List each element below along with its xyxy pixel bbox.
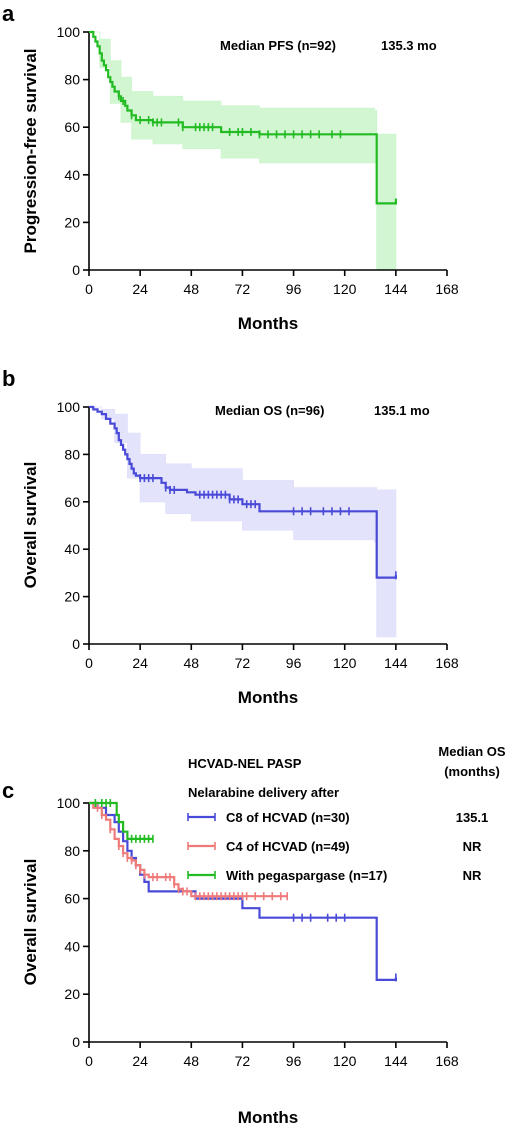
km-curve-c-0 [89, 801, 397, 981]
y-tick-label-b: 40 [64, 541, 80, 557]
x-tick-label-c: 168 [435, 1053, 459, 1069]
x-tick-label-b: 72 [235, 655, 251, 671]
panel-letter-b: b [2, 366, 15, 391]
x-tick-label-a: 168 [435, 281, 459, 297]
annotation-label-a: Median PFS (n=92) [220, 38, 336, 53]
x-tick-label-a: 96 [286, 281, 302, 297]
x-tick-label-b: 96 [286, 655, 302, 671]
legend-median-value: NR [463, 868, 482, 883]
annotation-label-b: Median OS (n=96) [215, 403, 324, 418]
y-tick-label-a: 100 [57, 24, 81, 40]
x-axis-title-c: Months [238, 1108, 298, 1127]
y-tick-label-c: 20 [64, 986, 80, 1002]
ci-band-a [89, 31, 397, 271]
km-curve-b-0 [89, 405, 397, 579]
y-tick-label-b: 100 [57, 399, 81, 415]
km-curves-a [89, 30, 397, 205]
legend-c: C8 of HCVAD (n=30) 135.1 C4 of HCVAD (n=49… [187, 810, 489, 883]
ci-band-b [89, 406, 397, 638]
y-tick-label-c: 40 [64, 938, 80, 954]
x-tick-label-b: 168 [435, 655, 459, 671]
y-tick-label-b: 20 [64, 589, 80, 605]
x-tick-label-b: 144 [384, 655, 408, 671]
panel-letter-c: c [2, 778, 14, 803]
panel-a-pfs: a Progression-free survival Months Media… [2, 1, 459, 333]
x-tick-label-a: 120 [333, 281, 357, 297]
x-tick-label-a: 48 [183, 281, 199, 297]
x-tick-label-a: 0 [85, 281, 93, 297]
y-tick-label-c: 60 [64, 891, 80, 907]
y-tick-label-b: 0 [72, 636, 80, 652]
y-tick-label-a: 60 [64, 119, 80, 135]
km-curves-c [89, 799, 397, 982]
x-tick-label-a: 24 [132, 281, 148, 297]
km-curve-a-0 [89, 30, 397, 205]
x-tick-label-c: 48 [183, 1053, 199, 1069]
y-tick-label-c: 100 [57, 795, 81, 811]
median-header-line2: (months) [444, 764, 500, 779]
km-curve-c-2 [89, 801, 153, 840]
median-header-line1: Median OS [438, 744, 506, 759]
x-tick-label-b: 120 [333, 655, 357, 671]
x-tick-label-c: 72 [235, 1053, 251, 1069]
panel-letter-a: a [2, 1, 15, 26]
x-tick-label-b: 0 [85, 655, 93, 671]
legend-title-line1: HCVAD-NEL PASP [188, 756, 302, 771]
confidence-band-a [89, 31, 397, 271]
y-axis-title-c: Overall survival [21, 859, 40, 986]
confidence-band-b [89, 406, 397, 638]
x-axis-title-b: Months [238, 688, 298, 707]
panel-c-os-by-group: c Overall survival Months HCVAD-NEL PASP… [2, 744, 506, 1127]
y-axis-title-b: Overall survival [21, 462, 40, 589]
x-axis-title-a: Months [238, 314, 298, 333]
x-tick-label-c: 0 [85, 1053, 93, 1069]
legend-median-value: NR [463, 839, 482, 854]
y-tick-label-c: 80 [64, 843, 80, 859]
x-tick-label-a: 144 [384, 281, 408, 297]
x-tick-label-c: 96 [286, 1053, 302, 1069]
y-tick-label-b: 80 [64, 446, 80, 462]
annotation-value-b: 135.1 mo [374, 403, 430, 418]
x-tick-label-c: 24 [132, 1053, 148, 1069]
x-tick-label-c: 120 [333, 1053, 357, 1069]
legend-series-label: C8 of HCVAD (n=30) [226, 810, 350, 825]
km-curves-b [89, 405, 397, 580]
y-tick-label-a: 80 [64, 72, 80, 88]
annotation-value-a: 135.3 mo [381, 38, 437, 53]
legend-title-line2: Nelarabine delivery after [188, 785, 339, 800]
y-tick-label-b: 60 [64, 494, 80, 510]
legend-series-label: C4 of HCVAD (n=49) [226, 839, 350, 854]
x-tick-label-c: 144 [384, 1053, 408, 1069]
x-tick-label-a: 72 [235, 281, 251, 297]
y-tick-label-a: 20 [64, 214, 80, 230]
y-axis-title-a: Progression-free survival [21, 48, 40, 253]
legend-median-value: 135.1 [456, 810, 489, 825]
x-tick-label-b: 48 [183, 655, 199, 671]
y-tick-label-a: 0 [72, 262, 80, 278]
legend-series-label: With pegaspargase (n=17) [226, 868, 387, 883]
axes-b: 0 24 48 72 96 120 144 168 0 20 40 60 80 100 [57, 399, 459, 671]
y-tick-label-c: 0 [72, 1034, 80, 1050]
panel-b-os: b Overall survival Months Median OS (n=9… [2, 366, 459, 707]
axes-a: 0 24 48 72 96 120 144 168 0 20 40 60 80 100 [57, 24, 459, 297]
y-tick-label-a: 40 [64, 167, 80, 183]
x-tick-label-b: 24 [132, 655, 148, 671]
axes-c: 0 24 48 72 96 120 144 168 0 20 40 60 80 100 [57, 795, 459, 1069]
